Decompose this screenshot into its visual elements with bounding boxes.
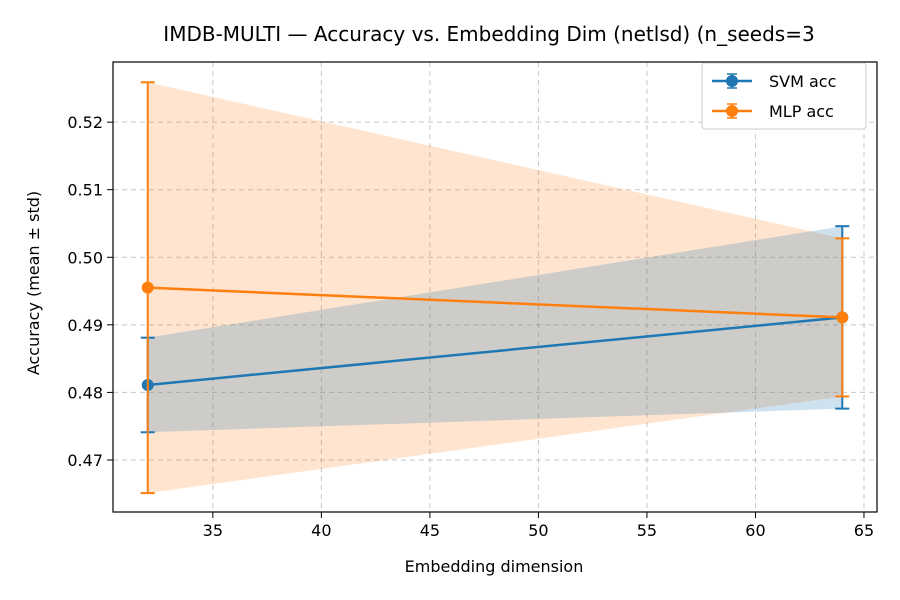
legend-label-mlp: MLP acc bbox=[769, 102, 834, 121]
series-line-mlp bbox=[147, 286, 843, 319]
legend-entry-mlp: MLP acc bbox=[712, 102, 834, 121]
y-tick-label: 0.50 bbox=[67, 248, 103, 267]
y-tick-label: 0.47 bbox=[67, 451, 103, 470]
y-tick-label: 0.52 bbox=[67, 113, 103, 132]
legend-box bbox=[701, 62, 867, 130]
y-tick-label: 0.48 bbox=[67, 383, 103, 402]
x-axis-label: Embedding dimension bbox=[405, 557, 584, 576]
chart-title: IMDB-MULTI — Accuracy vs. Embedding Dim … bbox=[163, 22, 814, 46]
x-tick-label: 35 bbox=[203, 521, 223, 540]
data-point-mlp bbox=[141, 281, 154, 294]
legend-label-svm: SVM acc bbox=[769, 72, 836, 91]
x-tick-label: 60 bbox=[745, 521, 765, 540]
std-band-svm bbox=[147, 226, 843, 433]
y-axis-label: Accuracy (mean ± std) bbox=[24, 191, 43, 375]
data-point-mlp bbox=[836, 311, 849, 324]
x-tick-label: 50 bbox=[528, 521, 548, 540]
series-line-svm bbox=[147, 316, 843, 387]
std-band-mlp bbox=[147, 82, 843, 494]
y-tick-label: 0.51 bbox=[67, 181, 103, 200]
plot-area: 35 40 45 50 55 60 65 0.47 0.48 0.49 0.50 0.51 0.52 bbox=[67, 61, 878, 540]
legend: SVM acc MLP acc bbox=[701, 62, 867, 130]
x-tick-label: 55 bbox=[637, 521, 657, 540]
axes-frame bbox=[112, 61, 878, 513]
x-tick-label: 65 bbox=[854, 521, 874, 540]
x-tick-label: 45 bbox=[420, 521, 440, 540]
legend-entry-svm: SVM acc bbox=[712, 72, 836, 91]
y-tick-label: 0.49 bbox=[67, 316, 103, 335]
x-tick-label: 40 bbox=[311, 521, 331, 540]
